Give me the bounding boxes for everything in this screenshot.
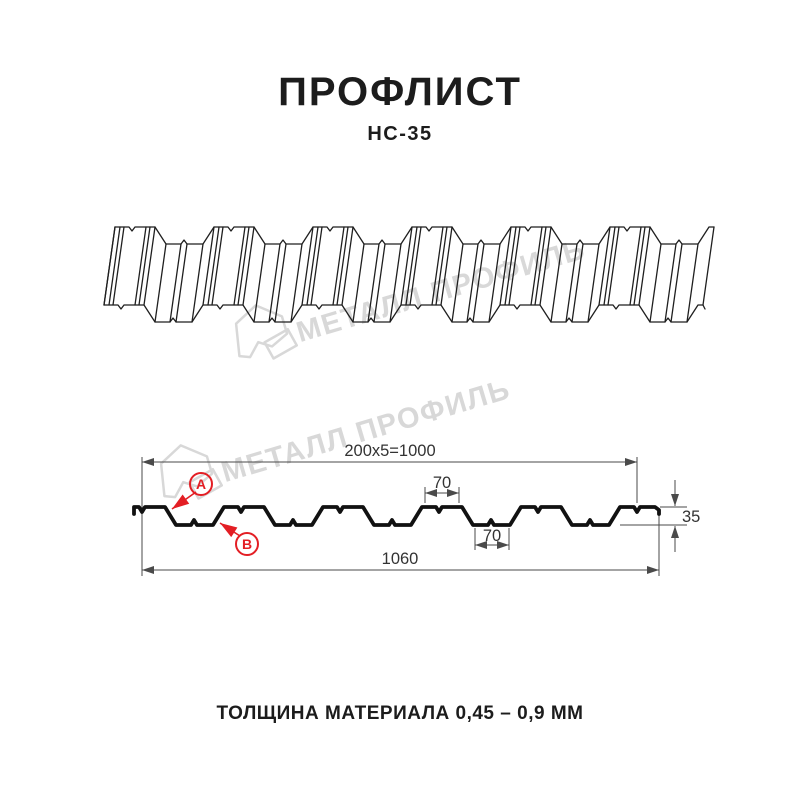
brand-logo-icon xyxy=(225,296,300,369)
profile-section-outline xyxy=(132,505,661,527)
callout-b-label: В xyxy=(242,536,252,552)
dim-rib-bottom: 70 xyxy=(475,527,509,549)
dim-height: 35 xyxy=(671,480,700,552)
callout-a-label: А xyxy=(196,476,206,492)
section-drawing: 200x5=1000 70 70 35 1060 А xyxy=(132,442,700,576)
dim-height-label: 35 xyxy=(682,508,700,526)
watermark-lower: МЕТАЛЛ ПРОФИЛЬ xyxy=(150,373,514,509)
page-title: ПРОФЛИСТ xyxy=(278,70,522,114)
sheet-3d-far-edge xyxy=(114,226,715,245)
dim-rib-top: 70 xyxy=(425,474,459,497)
profile-code: НС-35 xyxy=(367,123,432,145)
dim-cover-width: 200x5=1000 xyxy=(142,442,637,466)
sheet-3d-drawing xyxy=(103,226,715,323)
callout-a: А xyxy=(171,472,213,510)
dim-rib-top-label: 70 xyxy=(433,474,451,492)
callout-a-circle xyxy=(189,472,213,496)
callout-b-circle xyxy=(235,532,259,556)
dim-total-width-label: 1060 xyxy=(382,550,419,568)
watermark-text: МЕТАЛЛ ПРОФИЛЬ xyxy=(293,233,589,349)
watermark-text: МЕТАЛЛ ПРОФИЛЬ xyxy=(218,373,514,489)
thickness-note: ТОЛЩИНА МАТЕРИАЛА 0,45 – 0,9 ММ xyxy=(217,703,584,724)
dim-rib-bottom-label: 70 xyxy=(483,527,501,545)
callout-b: В xyxy=(219,522,259,556)
dim-cover-width-label: 200x5=1000 xyxy=(344,442,435,460)
dim-total-width: 1060 xyxy=(142,550,659,574)
